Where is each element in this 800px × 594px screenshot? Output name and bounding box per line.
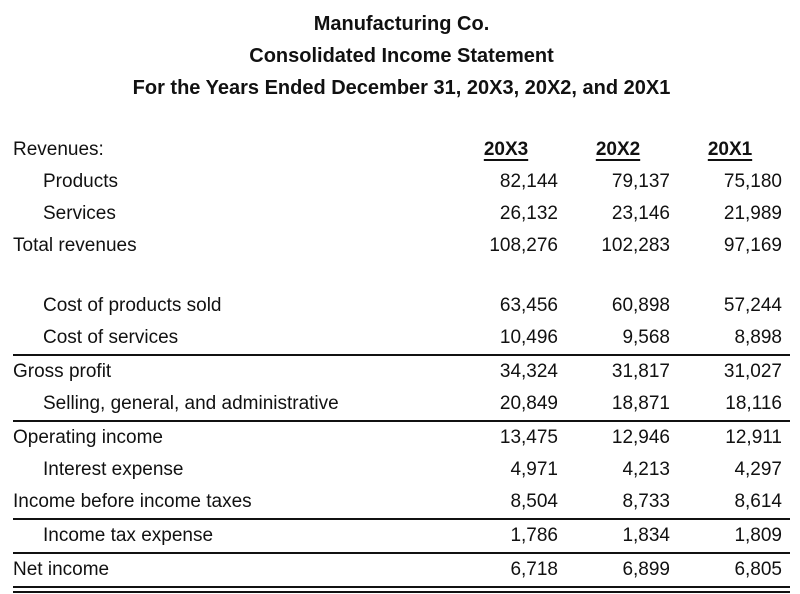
row-value-20x3: 26,132 <box>499 203 558 224</box>
table-row-net-income: Net income 6,718 6,899 6,805 <box>13 552 790 593</box>
table-header-row: Revenues: 20X3 20X2 20X1 <box>13 134 790 166</box>
row-label: Income before income taxes <box>13 491 252 512</box>
row-label: Operating income <box>13 420 454 454</box>
row-value-20x2: 4,213 <box>622 459 670 480</box>
row-value-20x1: 6,805 <box>678 552 790 593</box>
row-label: Selling, general, and administrative <box>43 393 339 414</box>
row-value-20x2: 23,146 <box>611 203 670 224</box>
row-value-20x1: 8,614 <box>734 491 782 512</box>
row-label: Total revenues <box>13 235 137 256</box>
row-value-20x2: 1,834 <box>566 518 678 553</box>
row-value-20x3: 63,456 <box>499 295 558 316</box>
row-label: Net income <box>13 552 454 593</box>
row-value-20x3: 82,144 <box>499 171 558 192</box>
row-value-20x3: 1,786 <box>454 518 566 553</box>
table-row-income-tax-expense: Income tax expense 1,786 1,834 1,809 <box>13 518 790 553</box>
statement-period: For the Years Ended December 31, 20X3, 2… <box>132 77 671 99</box>
column-header-20x1: 20X1 <box>678 134 790 166</box>
row-value-20x3: 6,718 <box>454 552 566 593</box>
document-header: Manufacturing Co. Consolidated Income St… <box>13 8 790 104</box>
table-row-operating-income: Operating income 13,475 12,946 12,911 <box>13 420 790 454</box>
row-value-20x2: 8,733 <box>622 491 670 512</box>
column-header-20x1-text: 20X1 <box>707 139 753 160</box>
row-value-20x1: 8,898 <box>734 327 782 348</box>
row-label: Gross profit <box>13 354 454 388</box>
statement-title: Consolidated Income Statement <box>249 45 554 67</box>
row-value-20x2: 18,871 <box>611 393 670 414</box>
row-value-20x3: 34,324 <box>454 354 566 388</box>
row-value-20x3: 10,496 <box>499 327 558 348</box>
table-row-products: Products 82,144 79,137 75,180 <box>13 166 790 198</box>
row-label: Cost of services <box>43 327 179 348</box>
row-label: Products <box>43 171 118 192</box>
row-value-20x1: 21,989 <box>723 203 782 224</box>
row-value-20x1: 4,297 <box>734 459 782 480</box>
row-value-20x2: 102,283 <box>601 235 670 256</box>
row-value-20x2: 12,946 <box>566 420 678 454</box>
row-label: Income tax expense <box>13 518 454 553</box>
revenues-section-label: Revenues: <box>13 139 104 160</box>
table-row-interest-expense: Interest expense 4,971 4,213 4,297 <box>13 454 790 486</box>
spacer-row <box>13 262 790 290</box>
row-value-20x1: 1,809 <box>678 518 790 553</box>
table-row-total-revenues: Total revenues 108,276 102,283 97,169 <box>13 230 790 262</box>
row-value-20x1: 57,244 <box>723 295 782 316</box>
row-label: Interest expense <box>43 459 184 480</box>
row-value-20x1: 97,169 <box>723 235 782 256</box>
row-value-20x1: 31,027 <box>678 354 790 388</box>
row-label: Cost of products sold <box>43 295 222 316</box>
row-value-20x3: 108,276 <box>489 235 558 256</box>
column-header-20x2: 20X2 <box>566 134 678 166</box>
row-label: Services <box>43 203 116 224</box>
row-value-20x3: 4,971 <box>510 459 558 480</box>
row-value-20x3: 8,504 <box>510 491 558 512</box>
row-value-20x1: 12,911 <box>678 420 790 454</box>
table-row-services: Services 26,132 23,146 21,989 <box>13 198 790 230</box>
table-row-gross-profit: Gross profit 34,324 31,817 31,027 <box>13 354 790 388</box>
row-value-20x2: 79,137 <box>611 171 670 192</box>
column-header-20x2-text: 20X2 <box>595 139 641 160</box>
table-row-cost-of-products-sold: Cost of products sold 63,456 60,898 57,2… <box>13 290 790 322</box>
row-value-20x2: 60,898 <box>611 295 670 316</box>
income-statement-table: Revenues: 20X3 20X2 20X1 Products 82,144… <box>13 134 790 593</box>
row-value-20x3: 20,849 <box>499 393 558 414</box>
row-value-20x1: 75,180 <box>723 171 782 192</box>
column-header-20x3: 20X3 <box>454 134 566 166</box>
row-value-20x1: 18,116 <box>725 393 782 414</box>
table-row-income-before-taxes: Income before income taxes 8,504 8,733 8… <box>13 486 790 519</box>
table-row-cost-of-services: Cost of services 10,496 9,568 8,898 <box>13 322 790 355</box>
row-value-20x2: 31,817 <box>566 354 678 388</box>
row-value-20x3: 13,475 <box>454 420 566 454</box>
column-header-20x3-text: 20X3 <box>483 139 529 160</box>
row-value-20x2: 6,899 <box>566 552 678 593</box>
table-row-sga: Selling, general, and administrative 20,… <box>13 388 790 421</box>
row-value-20x2: 9,568 <box>622 327 670 348</box>
company-name: Manufacturing Co. <box>313 13 490 35</box>
